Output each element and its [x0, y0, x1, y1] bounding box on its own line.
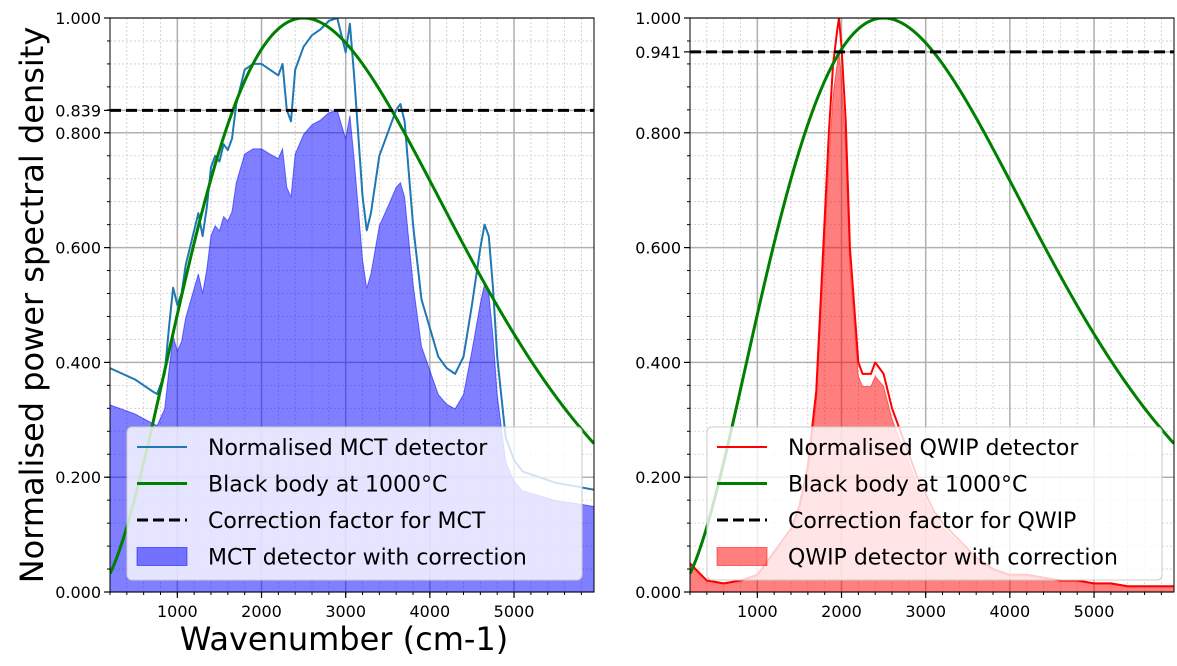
- legend-label: MCT detector with correction: [208, 546, 527, 571]
- axes-frame: [109, 17, 595, 593]
- chart-panel-left: 0.000 0.200 0.400 0.600 0.800 0.839 1.000 1000 2…: [13, 9, 595, 658]
- legend-label: Black body at 1000°C: [208, 473, 447, 498]
- legend-label: Correction factor for QWIP: [788, 509, 1076, 534]
- legend: Normalised MCT detector Black body at 100…: [126, 426, 583, 581]
- legend-handle-area: [136, 547, 188, 566]
- tick-label-y: 0.200: [55, 468, 101, 487]
- tick-label-y: 0.800: [635, 124, 681, 143]
- tick-label-x: 5000: [1074, 602, 1115, 621]
- legend-label: Normalised QWIP detector: [788, 436, 1079, 461]
- tick-label-x: 1000: [157, 602, 198, 621]
- tick-label-x: 4000: [410, 602, 451, 621]
- tick-label-y: 0.400: [635, 353, 681, 372]
- tick-label-x: 3000: [325, 602, 366, 621]
- chart-panel-right: 0.000 0.200 0.400 0.600 0.800 0.941 1.000 1000 2…: [635, 9, 1175, 621]
- tick-label-x: 2000: [241, 602, 282, 621]
- tick-label-x: 3000: [905, 602, 946, 621]
- tick-label-x: 1000: [737, 602, 778, 621]
- tick-label-y: 1.000: [55, 9, 101, 28]
- tick-label-x: 5000: [494, 602, 535, 621]
- x-axis-label: Wavenumber (cm-1): [180, 620, 509, 658]
- legend-box: [706, 426, 1163, 581]
- series-blackbody-1: [690, 18, 1174, 575]
- series-line-0: [110, 18, 594, 491]
- tick-label-y: 0.400: [55, 353, 101, 372]
- tick-label-x: 4000: [990, 602, 1031, 621]
- legend-label: Normalised MCT detector: [208, 436, 488, 461]
- legend-label: Black body at 1000°C: [788, 473, 1027, 498]
- y-axis-label: Normalised power spectral density: [13, 27, 51, 584]
- tick-label-y: 0.600: [635, 239, 681, 258]
- tick-label-y: 0.000: [635, 583, 681, 602]
- tick-label-y: 0.941: [635, 43, 681, 62]
- tick-label-x: 2000: [821, 602, 862, 621]
- tick-label-y: 0.800: [55, 124, 101, 143]
- tick-label-y: 0.839: [55, 101, 101, 120]
- legend-label: Correction factor for MCT: [208, 509, 486, 534]
- tick-label-y: 0.600: [55, 239, 101, 258]
- legend-label: QWIP detector with correction: [788, 546, 1118, 571]
- tick-label-y: 0.200: [635, 468, 681, 487]
- axes-frame: [689, 17, 1175, 593]
- series-blackbody-1: [110, 18, 594, 575]
- tick-label-y: 1.000: [635, 9, 681, 28]
- legend: Normalised QWIP detector Black body at 10…: [706, 426, 1163, 581]
- tick-label-y: 0.000: [55, 583, 101, 602]
- legend-handle-area: [716, 547, 768, 566]
- legend-box: [126, 426, 583, 581]
